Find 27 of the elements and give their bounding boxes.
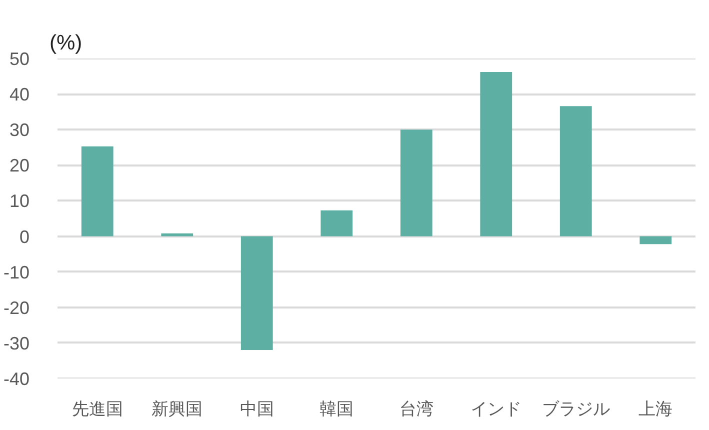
bar (400, 130, 432, 236)
x-tick-label: 上海 (638, 400, 673, 418)
bar (320, 210, 353, 236)
x-tick-label: 台湾 (399, 400, 434, 418)
y-tick-label: -40 (3, 369, 30, 389)
bar (81, 146, 114, 236)
y-tick-label: 40 (9, 84, 30, 105)
y-tick-label: 0 (19, 226, 30, 247)
x-tick-label: 中国 (240, 400, 274, 418)
x-tick-label: 新興国 (152, 400, 203, 418)
bar (161, 233, 194, 236)
x-tick-label: ブラジル (542, 400, 610, 418)
y-tick-label: -20 (3, 298, 30, 318)
y-tick-label: 30 (9, 120, 30, 140)
y-tick-label: 50 (9, 49, 30, 69)
x-tick-label: インド (470, 400, 522, 418)
bar (560, 106, 592, 236)
bar (240, 236, 273, 350)
y-tick-label: -30 (3, 333, 30, 354)
bar (480, 72, 512, 236)
y-tick-label: -10 (3, 262, 30, 282)
x-tick-label: 韓国 (320, 400, 354, 418)
x-tick-label: 先進国 (72, 400, 123, 418)
y-tick-label: 20 (9, 156, 30, 176)
y-axis-title: (%) (50, 32, 82, 54)
y-tick-label: 10 (9, 191, 30, 212)
bar (640, 236, 672, 244)
